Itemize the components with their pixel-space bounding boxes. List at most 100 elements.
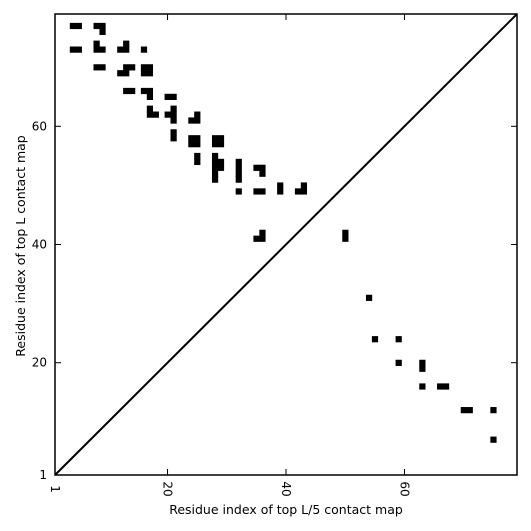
upper-contact-cell-52 [194, 158, 201, 166]
upper-contact-cell-51 [194, 152, 201, 160]
upper-contact-cell-61 [235, 164, 242, 171]
upper-contact-cell-47 [211, 135, 219, 142]
upper-contact-cell-33 [152, 111, 159, 118]
upper-contact-cell-48 [217, 135, 225, 142]
upper-contact-cell-29 [164, 93, 171, 100]
x-tick-label-3: 60 [397, 481, 411, 496]
upper-contact-cell-16 [117, 70, 124, 77]
upper-contact-cell-8 [99, 46, 106, 53]
upper-contact-cell-26 [140, 87, 148, 95]
upper-contact-cell-58 [217, 158, 225, 166]
upper-contact-cell-53 [211, 152, 219, 160]
x-tick-label-0: 1 [48, 485, 62, 493]
y-tick-label-0: 1 [39, 468, 47, 482]
upper-contact-cell-41 [170, 129, 177, 136]
lower-contact-cell-2 [365, 294, 373, 301]
upper-contact-cell-71 [277, 188, 284, 195]
y-tick-label-1: 20 [32, 356, 47, 370]
upper-contact-cell-55 [211, 164, 219, 171]
upper-contact-cell-0 [69, 22, 77, 30]
upper-contact-cell-12 [123, 40, 130, 47]
upper-contact-cell-5 [69, 46, 77, 53]
upper-contact-cell-9 [93, 40, 100, 47]
upper-contact-cell-64 [253, 164, 260, 171]
lower-contact-cell-10 [442, 383, 450, 390]
upper-contact-cell-63 [235, 176, 242, 183]
upper-contact-cell-28 [146, 93, 154, 100]
upper-contact-cell-22 [146, 70, 154, 77]
x-axis-label: Residue index of top L/5 contact map [169, 502, 403, 517]
upper-contact-cell-44 [194, 135, 201, 142]
plot-frame [54, 13, 518, 476]
upper-contact-cell-73 [300, 188, 308, 195]
x-tick-label-2: 40 [279, 481, 293, 496]
lower-contact-cell-14 [490, 436, 497, 443]
upper-contact-cell-70 [277, 182, 284, 189]
lower-contact-cell-11 [460, 407, 467, 414]
upper-contact-cell-19 [129, 64, 136, 71]
upper-contact-cell-62 [235, 170, 242, 177]
upper-contact-cell-66 [259, 170, 266, 177]
upper-contact-cell-25 [129, 87, 136, 95]
upper-contact-cell-76 [259, 235, 266, 242]
diagonal-line [54, 13, 518, 476]
upper-contact-cell-68 [253, 188, 260, 195]
lower-contact-cell-9 [437, 383, 444, 390]
upper-contact-cell-3 [99, 22, 106, 30]
upper-contact-cell-17 [123, 70, 130, 77]
upper-contact-cell-54 [211, 158, 219, 166]
upper-contact-cell-20 [140, 70, 148, 77]
upper-contact-cell-69 [259, 188, 266, 195]
x-tick-label-1: 20 [161, 481, 175, 496]
tick-labels: 1 20 40 60 1 20 40 60 [32, 119, 412, 496]
upper-contact-cell-57 [211, 176, 219, 183]
upper-contact-cell-34 [164, 111, 171, 118]
upper-contact-cell-18 [123, 64, 130, 71]
upper-contact-cell-46 [194, 141, 201, 148]
upper-contact-cell-49 [211, 141, 219, 148]
upper-contact-cell-15 [99, 64, 106, 71]
y-axis-label: Residue index of top L contact map [13, 135, 28, 356]
upper-contact-cell-60 [235, 158, 242, 166]
upper-contact-cell-24 [123, 87, 130, 95]
upper-contact-cell-39 [194, 117, 201, 124]
upper-contact-cell-4 [99, 28, 106, 35]
upper-contact-cell-30 [170, 93, 177, 100]
upper-contact-cell-35 [170, 111, 177, 118]
lower-contact-cell-12 [466, 407, 473, 414]
upper-contact-cell-74 [300, 182, 308, 189]
upper-contact-cell-37 [170, 117, 177, 124]
upper-contact-cell-10 [117, 46, 124, 53]
lower-contact-cell-13 [490, 407, 497, 414]
lower-contact-cell-3 [371, 336, 379, 343]
lower-contact-cell-7 [419, 365, 426, 372]
upper-contact-cell-27 [146, 87, 154, 95]
upper-contact-cell-32 [146, 111, 154, 118]
upper-contact-cell-21 [140, 64, 148, 71]
upper-contact-cell-13 [140, 46, 148, 53]
upper-contact-cell-56 [211, 170, 219, 177]
upper-contact-cell-65 [259, 164, 266, 171]
upper-contact-cell-38 [188, 117, 195, 124]
upper-contact-cell-43 [188, 135, 195, 142]
upper-contact-cell-23 [146, 64, 154, 71]
upper-contact-cell-59 [217, 164, 225, 171]
upper-contact-cell-42 [170, 135, 177, 142]
lower-contact-cell-6 [419, 359, 426, 366]
y-tick-label-2: 40 [32, 238, 47, 252]
upper-contact-cell-6 [75, 46, 82, 53]
upper-contact-cell-36 [170, 105, 177, 112]
upper-contact-cell-2 [93, 22, 100, 30]
upper-contact-cell-11 [123, 46, 130, 53]
y-tick-label-3: 60 [32, 119, 47, 133]
upper-contact-cell-14 [93, 64, 100, 71]
lower-contact-cell-5 [395, 359, 402, 366]
upper-contact-cell-75 [253, 235, 260, 242]
upper-contact-cell-7 [93, 46, 100, 53]
contact-cells [69, 22, 497, 443]
upper-contact-cell-40 [194, 111, 201, 118]
upper-contact-cell-45 [188, 141, 195, 148]
lower-contact-cell-1 [342, 235, 349, 242]
lower-contact-cell-8 [419, 383, 426, 390]
